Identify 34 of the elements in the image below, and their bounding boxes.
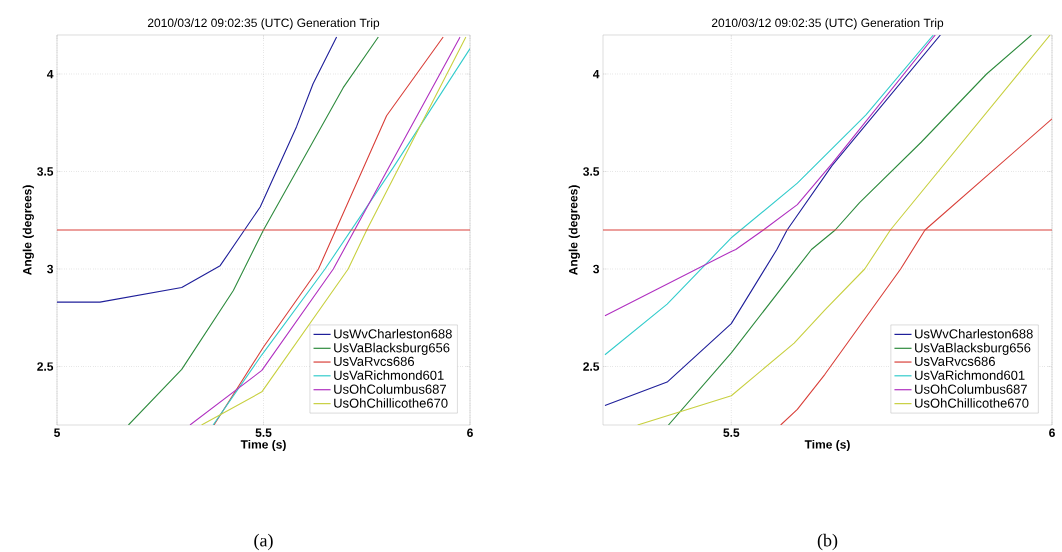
x-axis-title: Time (s) xyxy=(804,439,850,452)
legend-label: UsVaRvcs686 xyxy=(915,356,995,366)
legend-label: UsWvCharleston688 xyxy=(334,328,452,339)
y-tick-label: 4 xyxy=(592,69,600,79)
x-tick-label: 6 xyxy=(467,428,473,438)
legend-label: UsOhChillicothe670 xyxy=(334,398,448,408)
y-tick-label: 2.5 xyxy=(583,362,600,371)
x-axis-title: Time (s) xyxy=(240,439,286,452)
legend-label: UsVaBlacksburg656 xyxy=(915,342,1031,355)
y-axis-title: Angle (degrees) xyxy=(568,185,580,276)
legend-label: UsOhColumbus687 xyxy=(334,384,446,394)
legend-label: UsOhColumbus687 xyxy=(915,384,1027,394)
x-tick-label: 6 xyxy=(1049,428,1055,438)
legend-label: UsVaRichmond601 xyxy=(915,370,1025,380)
legend-label: UsVaRvcs686 xyxy=(334,356,415,366)
x-tick-label: 5 xyxy=(54,428,60,437)
x-tick-label: 5.5 xyxy=(723,428,740,437)
x-tick-label: 5.5 xyxy=(255,428,272,437)
y-tick-label: 3.5 xyxy=(583,167,600,176)
y-tick-label: 4 xyxy=(46,69,54,79)
text: (b) xyxy=(817,533,838,551)
text: (a) xyxy=(254,533,273,551)
chart-title: 2010/03/12 09:02:35 (UTC) Generation Trip xyxy=(711,18,944,30)
y-tick-label: 3 xyxy=(47,264,54,274)
legend-label: UsWvCharleston688 xyxy=(915,328,1033,339)
y-tick-label: 3.5 xyxy=(37,167,54,176)
y-axis-title: Angle (degrees) xyxy=(22,185,34,276)
y-tick-label: 2.5 xyxy=(37,362,54,371)
legend-label: UsOhChillicothe670 xyxy=(915,398,1029,408)
chart-title: 2010/03/12 09:02:35 (UTC) Generation Trip xyxy=(147,18,380,30)
line-series xyxy=(57,36,338,303)
y-tick-label: 3 xyxy=(593,264,600,274)
legend-label: UsVaRichmond601 xyxy=(334,370,444,380)
legend-label: UsVaBlacksburg656 xyxy=(334,342,450,355)
